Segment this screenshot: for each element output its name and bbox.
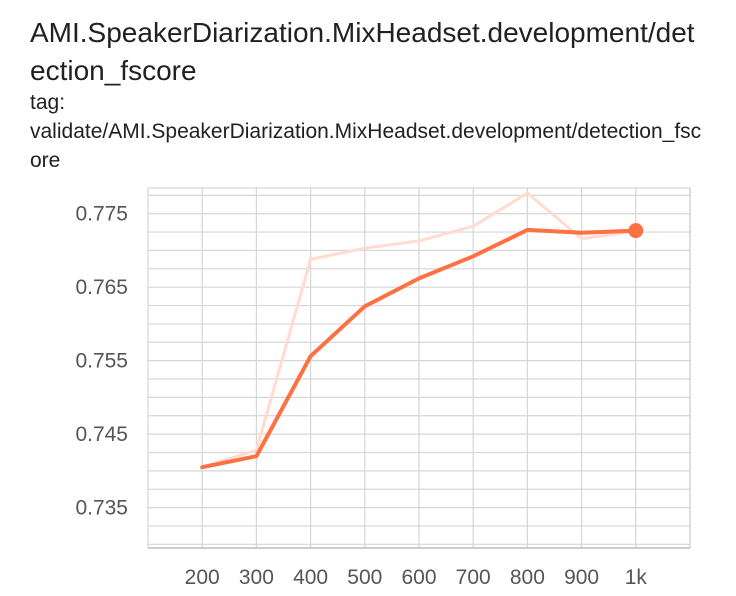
y-tick-label: 0.745: [75, 423, 128, 446]
series-line-raw: [200, 191, 638, 469]
series-line-smoothed: [200, 227, 638, 470]
x-tick-label: 900: [564, 566, 599, 589]
x-tick-label: 300: [239, 566, 274, 589]
highlight-point[interactable]: [628, 223, 644, 239]
y-tick-label: 0.735: [75, 497, 128, 520]
x-tick-label: 700: [456, 566, 491, 589]
x-tick-label: 500: [347, 566, 382, 589]
x-tick-label: 600: [401, 566, 436, 589]
x-tick-label: 400: [293, 566, 328, 589]
grid: [147, 187, 691, 548]
y-tick-label: 0.775: [75, 203, 128, 226]
tag-value: validate/AMI.SpeakerDiarization.MixHeads…: [30, 120, 702, 172]
x-tick-label: 800: [510, 566, 545, 589]
series-layer: [200, 191, 638, 470]
x-tick-labels: 200 300 400 500 600 700 800 900 1k: [185, 566, 648, 589]
y-tick-label: 0.755: [75, 350, 128, 373]
highlight-layer: [628, 223, 644, 239]
y-tick-label: 0.765: [75, 276, 128, 299]
tag-line: tag: validate/AMI.SpeakerDiarization.Mix…: [30, 88, 710, 175]
chart-title: AMI.SpeakerDiarization.MixHeadset.develo…: [30, 17, 695, 86]
x-tick-label: 1k: [625, 566, 648, 589]
y-tick-labels: 0.735 0.745 0.755 0.765 0.775: [75, 203, 128, 520]
x-tick-label: 200: [185, 566, 220, 589]
tag-label: tag:: [30, 91, 66, 114]
